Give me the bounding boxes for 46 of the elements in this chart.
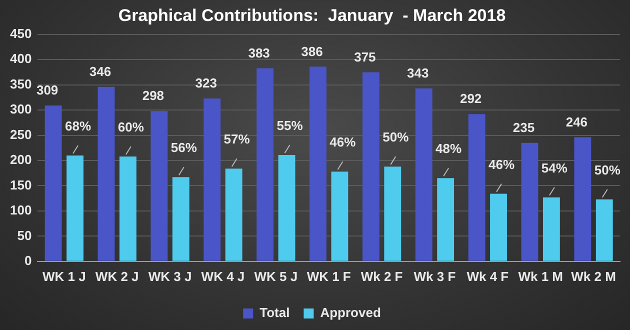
x-tick-label: Wk 3 F <box>414 268 456 284</box>
legend-label: Total <box>260 305 290 320</box>
y-tick-label: 150 <box>10 177 32 192</box>
data-label: 383 <box>248 45 270 60</box>
x-tick-label: Wk 2 F <box>360 268 403 284</box>
x-tick-label: WK 1 J <box>42 268 86 284</box>
annotation: 50% <box>382 130 410 145</box>
x-tick-label: WK 2 J <box>95 268 139 284</box>
legend-label: Approved <box>320 305 381 320</box>
x-tick-label: WK 5 J <box>254 268 298 284</box>
data-label: 323 <box>195 76 217 91</box>
annotation: 56% <box>170 140 198 156</box>
data-label: 309 <box>36 82 58 98</box>
annotation: 57% <box>224 132 250 147</box>
x-tick-label: WK 3 J <box>148 268 192 284</box>
data-label: 246 <box>566 114 588 130</box>
x-tick-label: WK 1 F <box>306 268 351 284</box>
chart-title: Graphical Contributions: January - March 2018 <box>118 6 506 25</box>
x-tick-label: Wk 2 M <box>571 268 616 284</box>
y-tick-label: 200 <box>10 152 32 168</box>
x-tick-label: Wk 4 F <box>466 268 509 284</box>
annotation: 48% <box>436 141 462 156</box>
annotation: 46% <box>488 156 515 172</box>
annotation: 60% <box>118 120 144 135</box>
data-label: 298 <box>142 88 164 104</box>
annotation: 50% <box>594 162 621 178</box>
annotation: 54% <box>541 160 568 176</box>
x-tick-label: WK 4 J <box>201 268 245 284</box>
y-tick-label: 400 <box>10 51 32 66</box>
y-tick-label: 250 <box>10 126 32 142</box>
data-label: 235 <box>512 120 535 135</box>
annotation: 46% <box>330 134 356 150</box>
x-tick-label: Wk 1 M <box>518 268 563 284</box>
y-tick-label: 350 <box>10 76 32 92</box>
data-label: 386 <box>301 44 323 59</box>
annotation: 55% <box>276 118 304 134</box>
annotation: 68% <box>64 118 92 134</box>
data-label: 343 <box>407 65 429 80</box>
data-label: 292 <box>460 91 482 106</box>
data-label: 346 <box>89 64 112 79</box>
y-tick-label: 50 <box>17 228 32 243</box>
y-tick-label: 0 <box>24 252 32 268</box>
data-label: 375 <box>354 49 376 64</box>
y-tick-label: 100 <box>10 202 32 218</box>
y-tick-label: 300 <box>10 102 32 117</box>
y-tick-label: 450 <box>10 26 32 41</box>
